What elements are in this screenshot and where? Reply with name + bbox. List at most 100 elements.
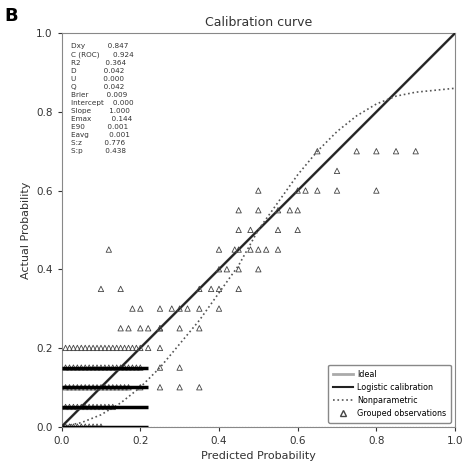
Point	[223, 265, 231, 273]
Point	[117, 325, 124, 332]
Point	[294, 226, 301, 234]
Point	[137, 383, 144, 391]
Point	[274, 246, 282, 254]
Point	[97, 403, 105, 410]
X-axis label: Predicted Probability: Predicted Probability	[201, 451, 316, 461]
Point	[145, 325, 152, 332]
Point	[195, 325, 203, 332]
Point	[82, 383, 89, 391]
Point	[82, 403, 89, 410]
Point	[184, 305, 191, 312]
Point	[66, 403, 73, 410]
Point	[105, 383, 113, 391]
Point	[263, 246, 270, 254]
Point	[117, 364, 124, 372]
Point	[255, 187, 262, 194]
Point	[89, 344, 97, 352]
Point	[333, 187, 341, 194]
Point	[70, 423, 77, 430]
Point	[353, 147, 360, 155]
Point	[207, 285, 215, 293]
Point	[168, 305, 175, 312]
Point	[121, 383, 128, 391]
Point	[93, 364, 101, 372]
Point	[128, 364, 136, 372]
Point	[101, 403, 109, 410]
Point	[412, 147, 419, 155]
Point	[85, 383, 93, 391]
Point	[235, 246, 242, 254]
Point	[117, 285, 124, 293]
Point	[89, 364, 97, 372]
Point	[294, 207, 301, 214]
Point	[235, 226, 242, 234]
Point	[176, 305, 183, 312]
Legend: Ideal, Logistic calibration, Nonparametric, Grouped observations: Ideal, Logistic calibration, Nonparametr…	[328, 365, 451, 423]
Point	[62, 403, 69, 410]
Point	[156, 344, 164, 352]
Point	[105, 344, 113, 352]
Point	[125, 325, 132, 332]
Point	[97, 383, 105, 391]
Point	[77, 344, 85, 352]
Y-axis label: Actual Probability: Actual Probability	[20, 181, 30, 279]
Point	[156, 325, 164, 332]
Point	[109, 403, 117, 410]
Point	[97, 285, 105, 293]
Point	[101, 364, 109, 372]
Point	[105, 364, 113, 372]
Point	[89, 403, 97, 410]
Point	[85, 344, 93, 352]
Point	[85, 423, 93, 430]
Point	[215, 265, 223, 273]
Point	[215, 305, 223, 312]
Point	[89, 423, 97, 430]
Point	[156, 383, 164, 391]
Point	[176, 325, 183, 332]
Point	[101, 344, 109, 352]
Point	[231, 246, 238, 254]
Point	[255, 207, 262, 214]
Point	[274, 207, 282, 214]
Point	[70, 364, 77, 372]
Point	[70, 383, 77, 391]
Point	[313, 187, 321, 194]
Point	[85, 403, 93, 410]
Point	[117, 383, 124, 391]
Point	[77, 383, 85, 391]
Point	[101, 383, 109, 391]
Point	[156, 305, 164, 312]
Point	[66, 423, 73, 430]
Point	[62, 364, 69, 372]
Point	[373, 147, 380, 155]
Point	[66, 383, 73, 391]
Point	[274, 226, 282, 234]
Point	[85, 364, 93, 372]
Point	[93, 383, 101, 391]
Point	[286, 207, 293, 214]
Point	[93, 403, 101, 410]
Point	[117, 344, 124, 352]
Title: Calibration curve: Calibration curve	[205, 16, 312, 29]
Point	[73, 383, 81, 391]
Point	[109, 364, 117, 372]
Point	[62, 344, 69, 352]
Point	[109, 344, 117, 352]
Point	[137, 344, 144, 352]
Point	[246, 226, 254, 234]
Point	[77, 403, 85, 410]
Point	[195, 305, 203, 312]
Point	[82, 423, 89, 430]
Point	[133, 364, 140, 372]
Point	[105, 403, 113, 410]
Point	[215, 285, 223, 293]
Point	[70, 403, 77, 410]
Point	[215, 246, 223, 254]
Point	[66, 364, 73, 372]
Point	[195, 383, 203, 391]
Point	[235, 207, 242, 214]
Point	[176, 364, 183, 372]
Point	[97, 344, 105, 352]
Point	[195, 285, 203, 293]
Point	[121, 344, 128, 352]
